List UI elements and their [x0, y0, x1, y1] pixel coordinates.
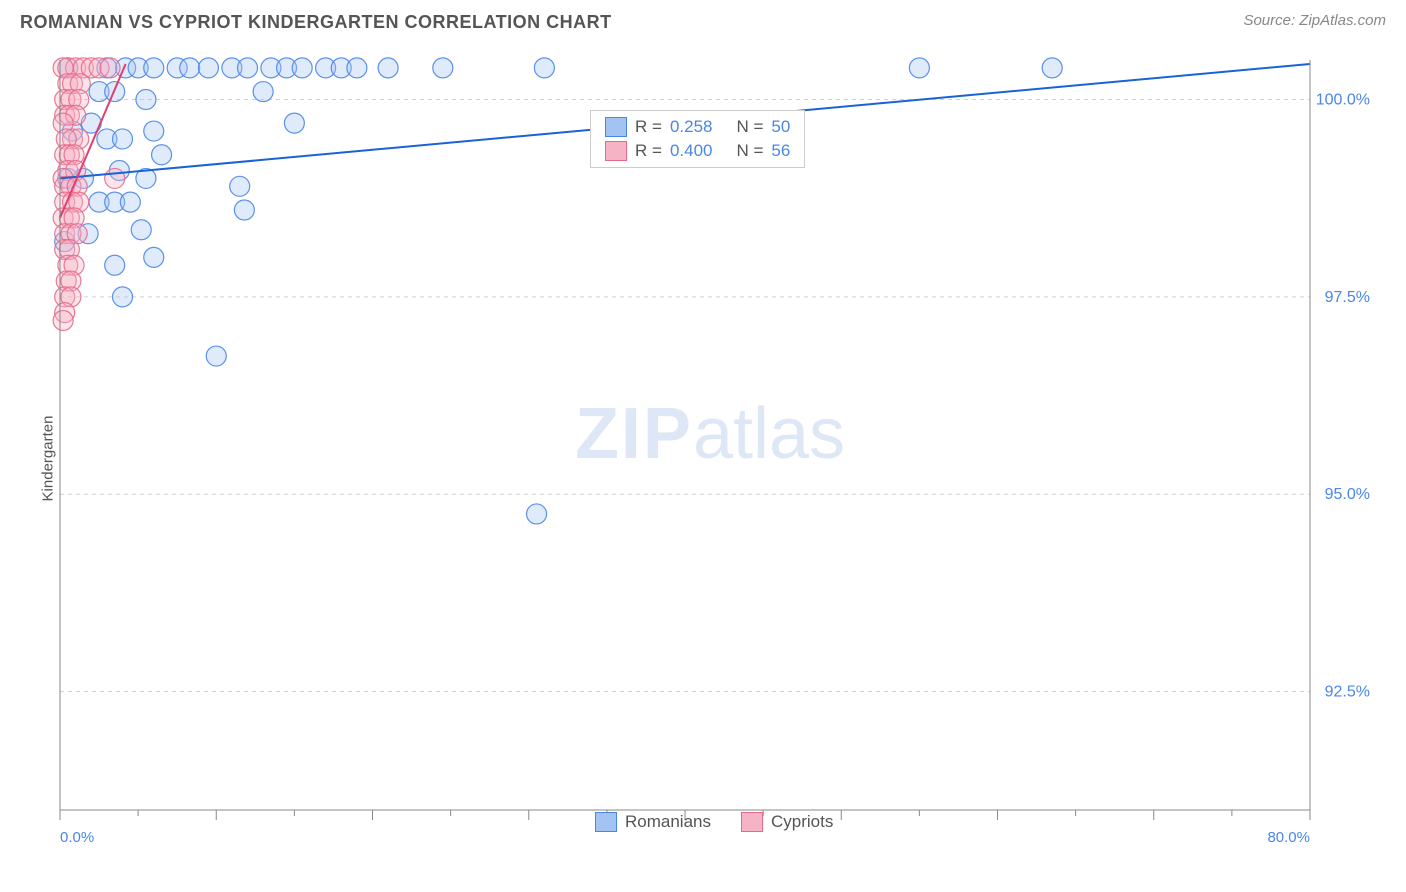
legend-swatch — [741, 812, 763, 832]
n-value: 56 — [771, 141, 790, 161]
stats-legend-row: R = 0.258 N = 50 — [605, 117, 790, 137]
n-value: 50 — [771, 117, 790, 137]
legend-label: Cypriots — [771, 812, 833, 832]
legend-swatch — [605, 117, 627, 137]
svg-text:80.0%: 80.0% — [1267, 829, 1310, 846]
stats-legend-row: R = 0.400 N = 56 — [605, 141, 790, 161]
n-label: N = — [736, 141, 763, 161]
svg-text:95.0%: 95.0% — [1325, 486, 1370, 503]
chart-container: Kindergarten 92.5% 95.0% 97.5% 100.0% 0.0% 80… — [40, 50, 1380, 850]
r-value: 0.258 — [670, 117, 713, 137]
chart-header: ROMANIAN VS CYPRIOT KINDERGARTEN CORRELA… — [0, 0, 1406, 41]
r-label: R = — [635, 117, 662, 137]
chart-source: Source: ZipAtlas.com — [1243, 12, 1386, 29]
svg-text:100.0%: 100.0% — [1316, 91, 1370, 108]
y-axis-label: Kindergarten — [40, 416, 57, 502]
r-value: 0.400 — [670, 141, 713, 161]
chart-title: ROMANIAN VS CYPRIOT KINDERGARTEN CORRELA… — [20, 12, 612, 33]
stats-legend: R = 0.258 N = 50 R = 0.400 N = 56 — [590, 110, 805, 168]
series-legend: Romanians Cypriots — [595, 812, 833, 832]
svg-text:97.5%: 97.5% — [1325, 289, 1370, 306]
legend-item: Romanians — [595, 812, 711, 832]
legend-swatch — [605, 141, 627, 161]
legend-swatch — [595, 812, 617, 832]
legend-label: Romanians — [625, 812, 711, 832]
r-label: R = — [635, 141, 662, 161]
n-label: N = — [736, 117, 763, 137]
svg-text:0.0%: 0.0% — [60, 829, 94, 846]
svg-text:92.5%: 92.5% — [1325, 684, 1370, 701]
legend-item: Cypriots — [741, 812, 833, 832]
scatter-chart: 92.5% 95.0% 97.5% 100.0% 0.0% 80.0% — [40, 50, 1380, 850]
